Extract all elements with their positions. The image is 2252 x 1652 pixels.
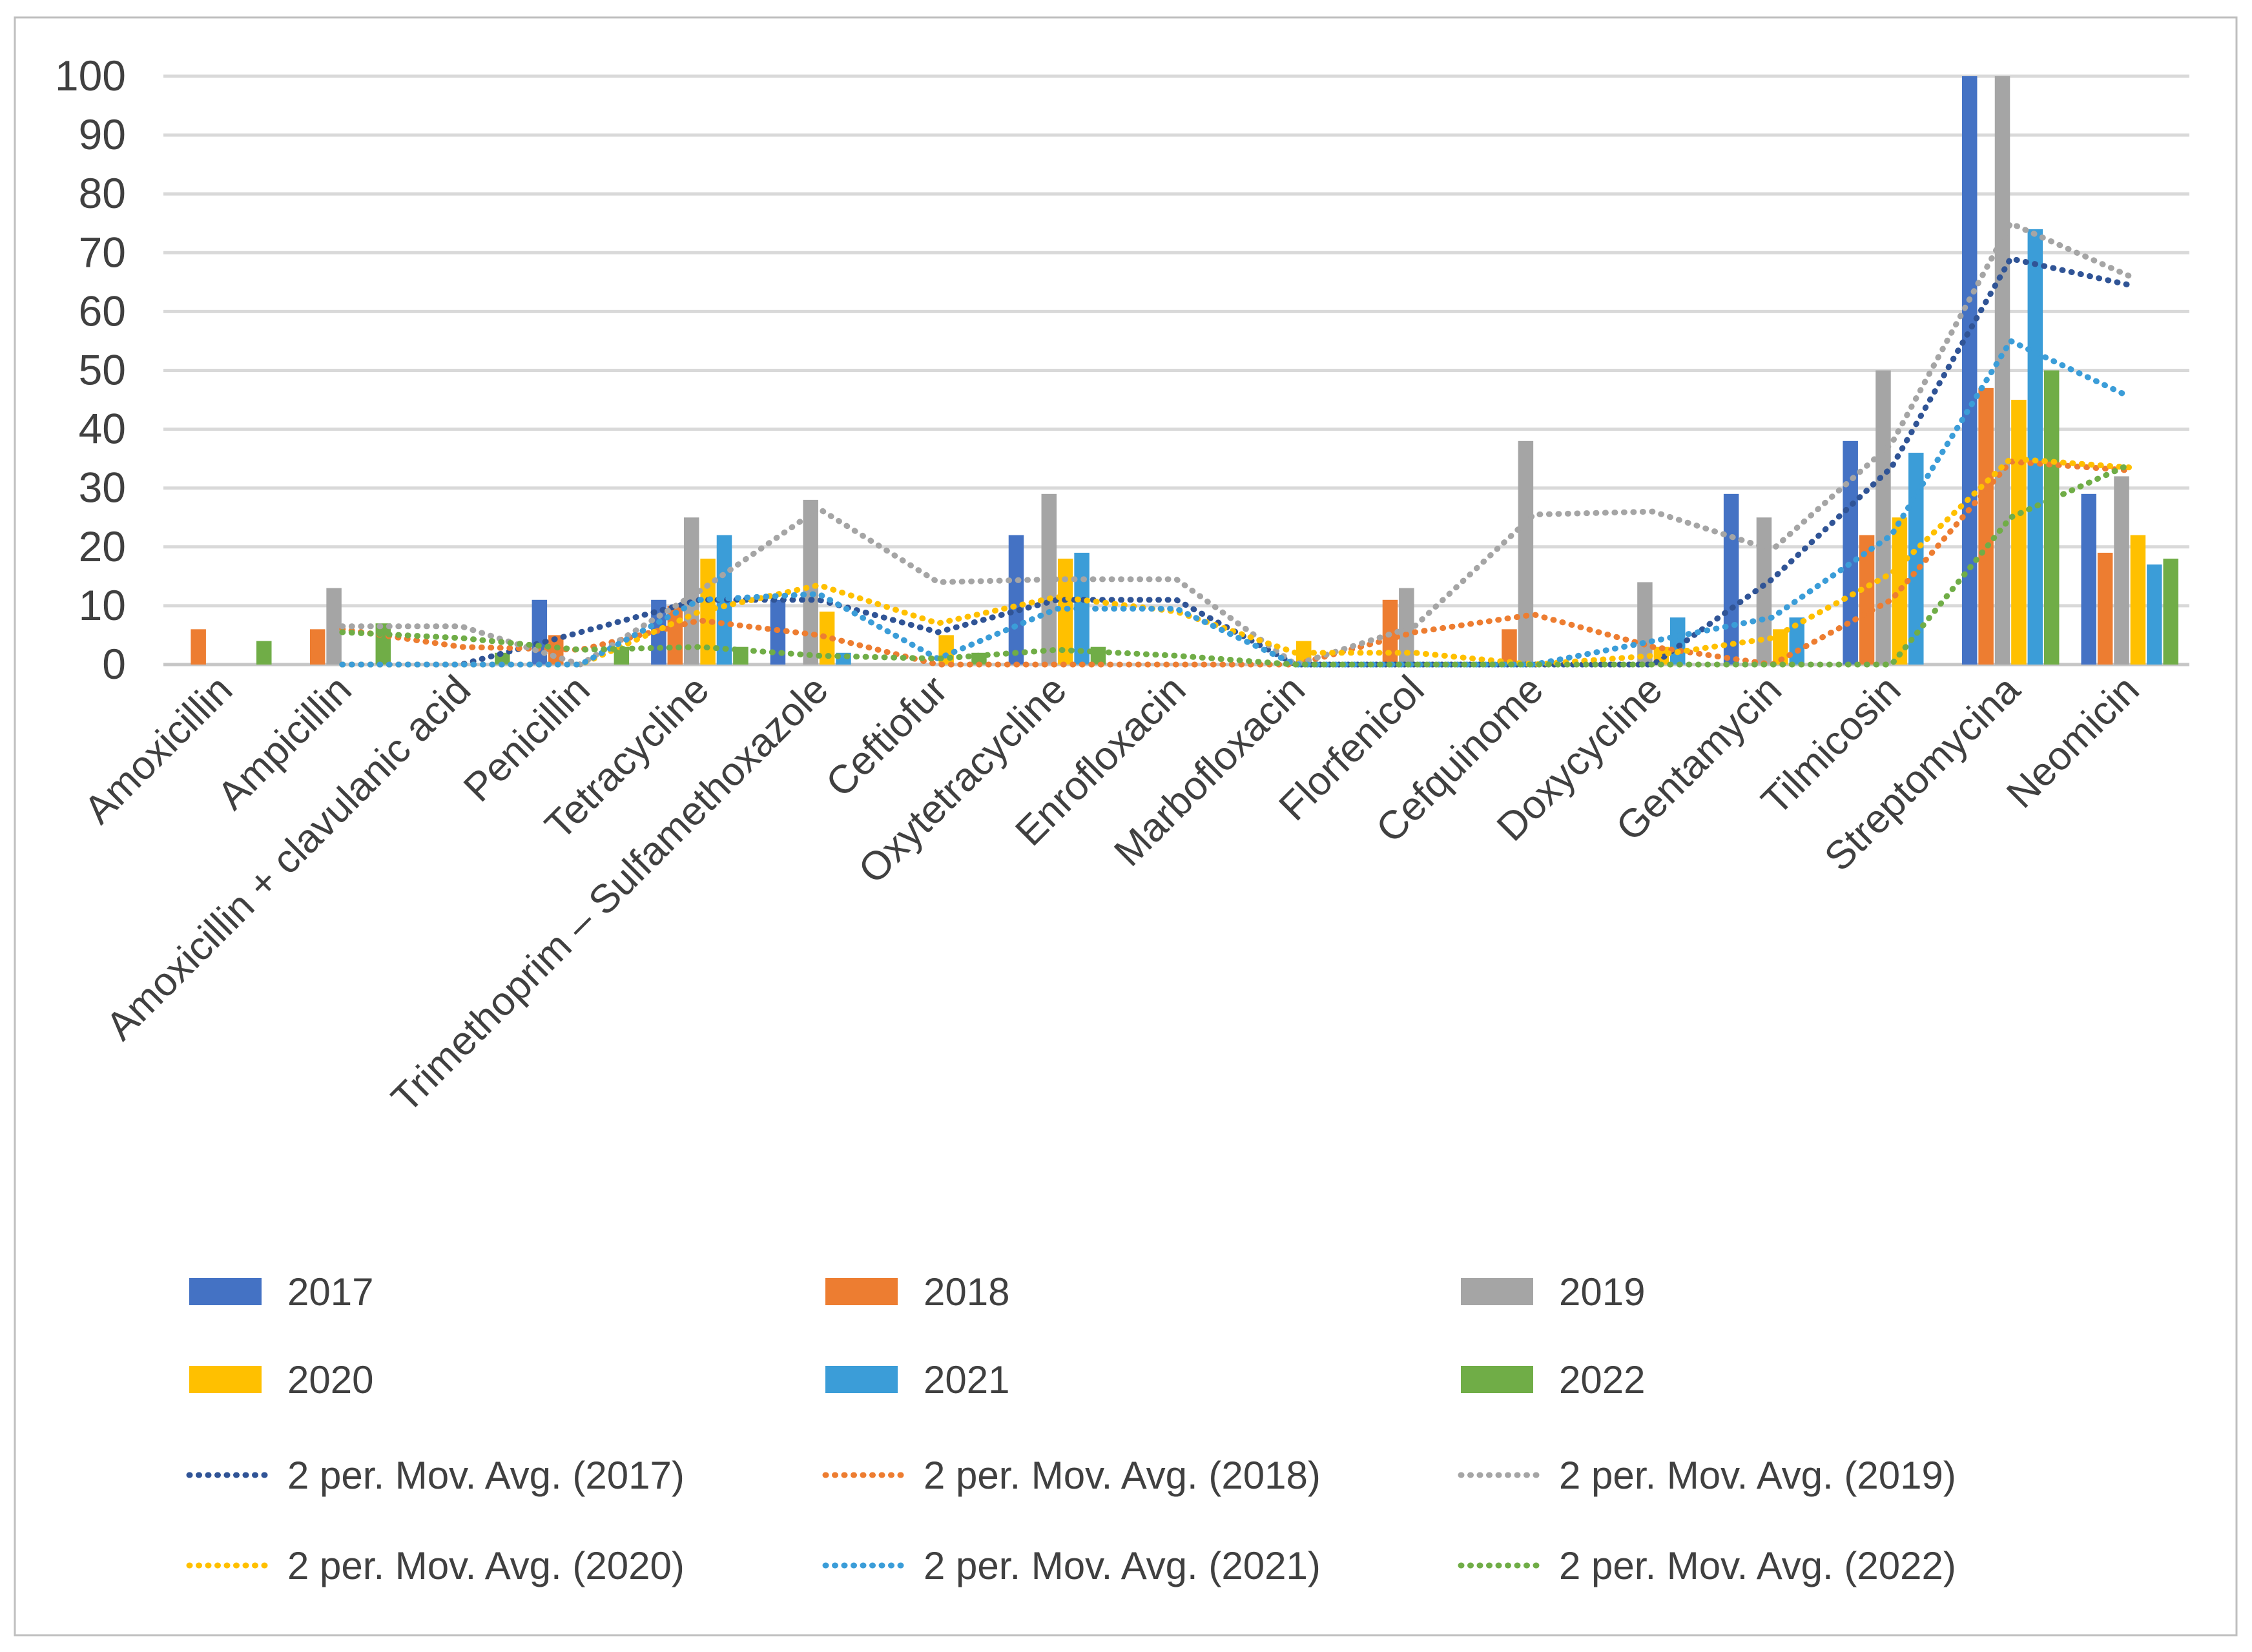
bar-2022-neomicin (2163, 559, 2178, 665)
y-axis-labels: 0 10 20 30 40 50 60 70 80 90 100 (55, 52, 126, 688)
legend-label-2-per-mov-avg-2020: 2 per. Mov. Avg. (2020) (287, 1544, 685, 1587)
trendline-2018 (339, 459, 2133, 668)
legend-swatch-2022 (1461, 1366, 1533, 1393)
bar-2019-tetracycline (683, 517, 699, 665)
legend-item-2021: 2021 (825, 1358, 1009, 1401)
legend: 2017 2018 2019 2020 2021 2022 2 per. Mov. Avg.… (186, 1270, 1956, 1587)
bar-2017-neomicin (2081, 493, 2096, 665)
legend-swatch-2019 (1461, 1278, 1533, 1305)
bar-2018-ampicillin (309, 629, 325, 665)
legend-item-2-per-mov-avg-2018: 2 per. Mov. Avg. (2018) (822, 1454, 1321, 1497)
legend-label-2-per-mov-avg-2019: 2 per. Mov. Avg. (2019) (1559, 1454, 1956, 1497)
legend-item-2020: 2020 (189, 1358, 373, 1401)
legend-swatch-2017 (189, 1278, 262, 1305)
legend-item-2-per-mov-avg-2022: 2 per. Mov. Avg. (2022) (1458, 1544, 1956, 1587)
legend-item-2-per-mov-avg-2019: 2 per. Mov. Avg. (2019) (1458, 1454, 1956, 1497)
bar-2019-streptomycina (1994, 76, 2010, 665)
bar-2020-streptomycina (2011, 400, 2027, 665)
bar-2021-neomicin (2147, 564, 2162, 665)
legend-swatch-2021 (825, 1366, 898, 1393)
legend-item-2019: 2019 (1461, 1270, 1645, 1314)
legend-item-2018: 2018 (825, 1270, 1009, 1314)
legend-label-2019: 2019 (1559, 1270, 1645, 1314)
bars-2019 (326, 76, 2129, 665)
y-tick-label-100: 100 (55, 52, 126, 99)
y-tick-label-70: 70 (79, 228, 126, 276)
legend-label-2-per-mov-avg-2017: 2 per. Mov. Avg. (2017) (287, 1454, 685, 1497)
y-tick-label-10: 10 (79, 581, 126, 629)
bar-2019-tilmicosin (1875, 370, 1891, 665)
bar-2017-streptomycina (1961, 76, 1978, 665)
legend-label-2-per-mov-avg-2018: 2 per. Mov. Avg. (2018) (924, 1454, 1321, 1497)
legend-swatch-2018 (825, 1278, 898, 1305)
bar-2019-trimethoprim-sulfamethoxazole (803, 499, 818, 665)
bar-2018-cefquinome (1502, 629, 1517, 665)
y-tick-label-50: 50 (79, 346, 126, 394)
legend-item-2-per-mov-avg-2020: 2 per. Mov. Avg. (2020) (186, 1544, 685, 1587)
bar-2022-penicillin (614, 646, 630, 665)
chart-frame (14, 16, 2238, 1637)
trendline-2022 (339, 461, 2133, 668)
y-tick-label-60: 60 (79, 287, 126, 335)
trendline-2020 (339, 455, 2133, 668)
x-label-amoxicillin: Amoxicillin (76, 667, 241, 832)
bar-2018-amoxicillin (191, 629, 206, 665)
bar-2019-neomicin (2114, 476, 2129, 665)
x-label-trimethoprim-sulfamethoxazole: Trimethoprim – Sulfamethoxazole (383, 667, 837, 1121)
y-tick-label-40: 40 (79, 405, 126, 453)
bar-2021-tilmicosin (1908, 453, 1924, 665)
bar-2017-oxytetracycline (1008, 535, 1024, 665)
legend-label-2-per-mov-avg-2021: 2 per. Mov. Avg. (2021) (924, 1544, 1321, 1587)
bar-2020-neomicin (2130, 535, 2146, 665)
bar-2018-streptomycina (1978, 387, 1994, 665)
bar-2020-gentamycin (1773, 629, 1788, 665)
bar-2020-oxytetracycline (1057, 559, 1073, 665)
bar-2019-gentamycin (1756, 517, 1772, 665)
y-tick-label-80: 80 (79, 169, 126, 217)
legend-item-2-per-mov-avg-2017: 2 per. Mov. Avg. (2017) (186, 1454, 685, 1497)
bar-2019-cefquinome (1518, 440, 1534, 665)
bar-2018-neomicin (2097, 552, 2113, 665)
bar-2021-gentamycin (1789, 617, 1804, 665)
trendline-2021 (339, 337, 2133, 668)
bar-2019-ampicillin (326, 588, 342, 665)
legend-item-2017: 2017 (189, 1270, 373, 1314)
legend-label-2022: 2022 (1559, 1358, 1645, 1401)
y-tick-label-90: 90 (79, 110, 126, 158)
legend-label-2018: 2018 (924, 1270, 1009, 1314)
y-tick-label-20: 20 (79, 522, 126, 570)
bar-2021-doxycycline (1669, 617, 1686, 665)
y-tick-label-30: 30 (79, 464, 126, 511)
bar-2020-trimethoprim-sulfamethoxazole (819, 612, 835, 665)
bar-2022-ampicillin (375, 623, 391, 665)
bar-2022-amoxicillin (256, 641, 272, 665)
legend-label-2-per-mov-avg-2022: 2 per. Mov. Avg. (2022) (1559, 1544, 1956, 1587)
legend-swatch-2020 (189, 1366, 262, 1393)
x-label-oxytetracycline: Oxytetracycline (850, 667, 1075, 892)
bars-2020 (700, 400, 2146, 665)
bar-2017-tilmicosin (1843, 440, 1858, 665)
bar-2020-tilmicosin (1892, 517, 1908, 665)
bars-2021 (716, 229, 2162, 665)
legend-item-2-per-mov-avg-2021: 2 per. Mov. Avg. (2021) (822, 1544, 1321, 1587)
bar-2018-tilmicosin (1859, 535, 1875, 665)
legend-label-2021: 2021 (924, 1358, 1009, 1401)
bars-2022 (256, 370, 2178, 665)
bar-2022-streptomycina (2043, 370, 2060, 665)
legend-label-2017: 2017 (287, 1270, 373, 1314)
y-tick-label-0: 0 (102, 640, 126, 688)
legend-item-2022: 2022 (1461, 1358, 1645, 1401)
trendline-2019 (339, 219, 2133, 668)
x-label-neomicin: Neomicin (1998, 667, 2148, 817)
legend-label-2020: 2020 (287, 1358, 373, 1401)
bar-2021-streptomycina (2027, 229, 2043, 665)
bar-2017-gentamycin (1723, 493, 1739, 665)
bar-2019-doxycycline (1637, 582, 1653, 665)
